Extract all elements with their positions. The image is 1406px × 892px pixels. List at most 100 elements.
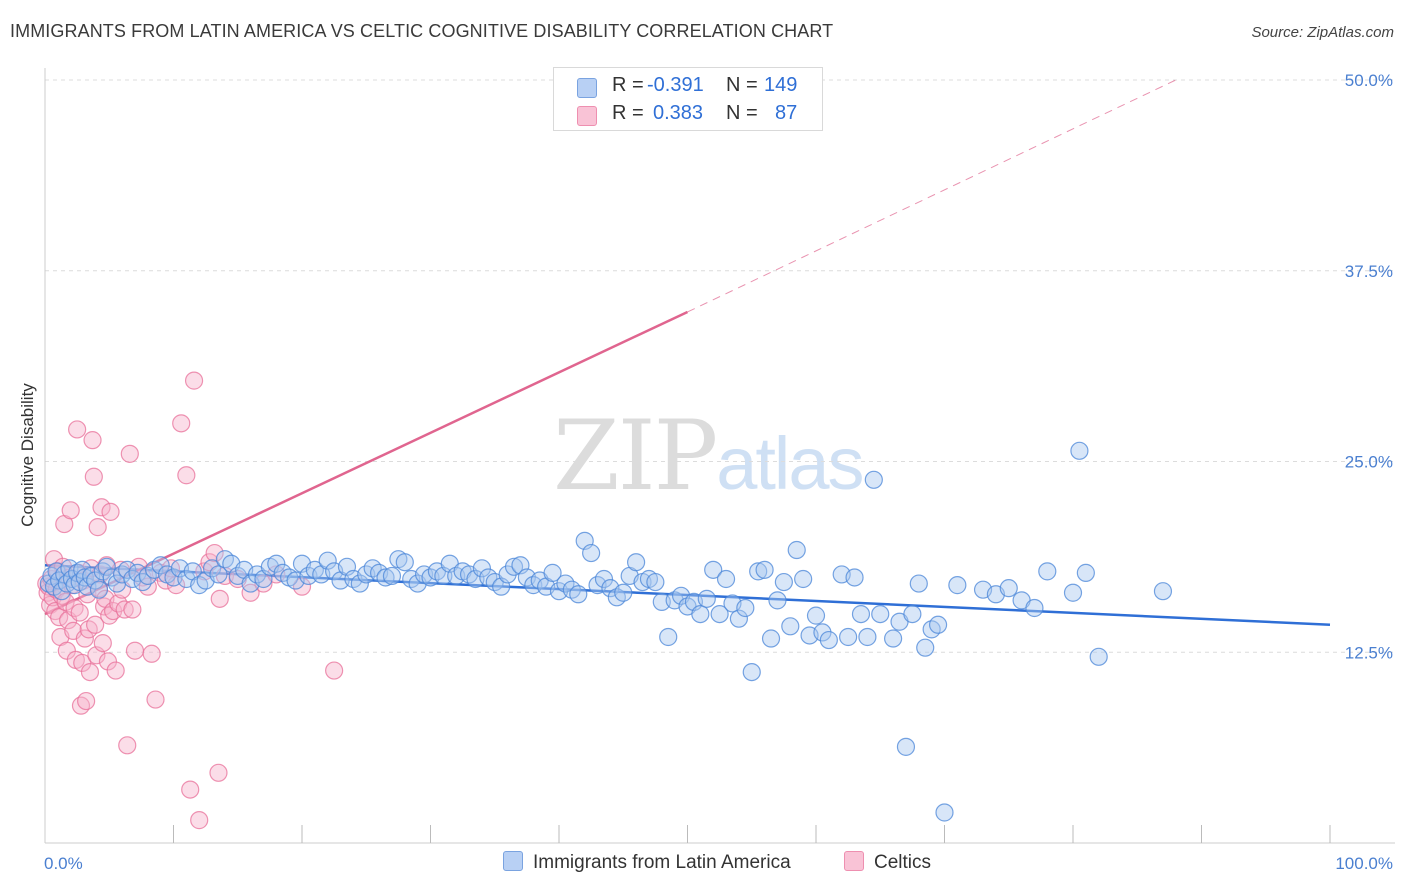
latin-america-point (819, 630, 838, 650)
legend-n-value: 87 (775, 102, 798, 124)
latin-america-point (845, 568, 864, 587)
latin-america-point (736, 598, 755, 618)
latin-america-point (871, 604, 890, 624)
celtics-point (95, 597, 114, 616)
latin-america-point (318, 551, 337, 570)
celtics-point (209, 763, 228, 782)
latin-america-point (742, 662, 761, 682)
celtics-point (125, 641, 145, 660)
latin-america-point (916, 638, 935, 657)
latin-america-point (935, 803, 954, 822)
latin-america-point (928, 615, 948, 634)
celtics-point (210, 589, 229, 608)
trend-lines (44, 79, 1331, 627)
legend-swatch-pink (577, 106, 597, 126)
celtics-point (75, 629, 94, 648)
celtics-point (325, 661, 344, 680)
latin-america-point (118, 560, 137, 579)
celtics-point (172, 414, 191, 433)
latin-america-point (267, 554, 286, 573)
latin-america-point (151, 556, 170, 575)
latin-america-point (794, 569, 813, 589)
celtics-point (68, 420, 87, 439)
latin-america-point (774, 572, 793, 592)
celtics-point (80, 662, 100, 682)
latin-america-point (755, 560, 774, 579)
latin-america-point (999, 579, 1018, 598)
latin-america-point (813, 623, 832, 642)
latin-america-point (89, 580, 109, 599)
celtics-point (254, 574, 273, 593)
latin-america-point (749, 562, 768, 581)
celtics-point (83, 431, 102, 450)
latin-america-point (729, 609, 749, 628)
bottom-legend-label: Immigrants from Latin America (533, 852, 791, 873)
celtics-point (98, 652, 118, 671)
latin-america-point (504, 557, 524, 576)
bottom-legend-label: Celtics (874, 852, 932, 873)
latin-america-point (858, 627, 877, 647)
celtics-point (84, 467, 103, 486)
bottom-legend-swatch-blue (503, 851, 523, 871)
celtics-point (123, 600, 142, 619)
latin-america-point (376, 568, 395, 587)
celtics-point (190, 811, 209, 830)
celtics-point (241, 583, 260, 602)
chart-title: IMMIGRANTS FROM LATIN AMERICA VS CELTIC … (10, 21, 834, 41)
celtics-point (92, 498, 111, 517)
latin-america-point (594, 569, 614, 589)
celtics-trend-line-extrapolated (687, 79, 1177, 313)
legend-n-label: N = (726, 74, 758, 96)
latin-america-point (948, 576, 967, 595)
watermark-zip: ZIP (553, 400, 718, 512)
legend-r-value: 0.383 (653, 102, 704, 124)
y-tick-label: 37.5% (1345, 262, 1393, 281)
celtics-point (88, 518, 107, 537)
celtics-point (142, 644, 161, 663)
bottom-legend-celtics: Celtics (844, 851, 931, 874)
latin-america-point (659, 627, 678, 647)
celtics-point (70, 603, 89, 622)
latin-america-point (350, 574, 369, 593)
latin-america-point (883, 629, 903, 648)
latin-america-point (498, 565, 517, 584)
latin-america-point (1070, 441, 1089, 460)
watermark-atlas: atlas (716, 422, 864, 505)
latin-america-point (909, 574, 928, 593)
latin-america-point (382, 566, 402, 586)
bottom-legend-latin-america: Immigrants from Latin America (503, 851, 791, 874)
celtics-point (77, 691, 96, 711)
latin-america-point (851, 604, 871, 624)
celtics-point (93, 633, 112, 653)
latin-america-point (903, 604, 922, 624)
celtics-point (86, 615, 105, 634)
tick-labels: 12.5% 25.0% 37.5% 50.0% 0.0% 100.0% (44, 71, 1393, 873)
latin-america-point (691, 604, 710, 624)
latin-america-point (395, 553, 414, 572)
latin-america-point (543, 563, 562, 582)
axes (44, 68, 1395, 844)
correlation-legend: R = -0.391 N = 149 R = 0.383 N = 87 (553, 67, 823, 131)
celtics-point (184, 371, 204, 390)
latin-america-point (839, 627, 858, 647)
celtics-point (181, 780, 200, 799)
celtics-point (205, 543, 224, 563)
legend-r-label: R = (612, 102, 644, 124)
latin-america-point (97, 557, 116, 576)
latin-america-point (646, 572, 665, 592)
latin-america-point (569, 585, 588, 604)
latin-america-point (781, 617, 800, 636)
bottom-legend-swatch-pink (844, 851, 864, 871)
celtics-point (106, 661, 125, 680)
latin-america-point (1038, 562, 1057, 581)
latin-america-point (896, 737, 916, 756)
celtics-point (61, 501, 80, 520)
legend-n-label: N = (726, 102, 758, 124)
y-tick-label: 50.0% (1345, 71, 1393, 90)
latin-america-point (761, 629, 781, 648)
latin-america-point (787, 540, 806, 560)
latin-america-point (1089, 647, 1108, 666)
latin-america-point (697, 589, 716, 608)
celtics-point (73, 653, 92, 673)
